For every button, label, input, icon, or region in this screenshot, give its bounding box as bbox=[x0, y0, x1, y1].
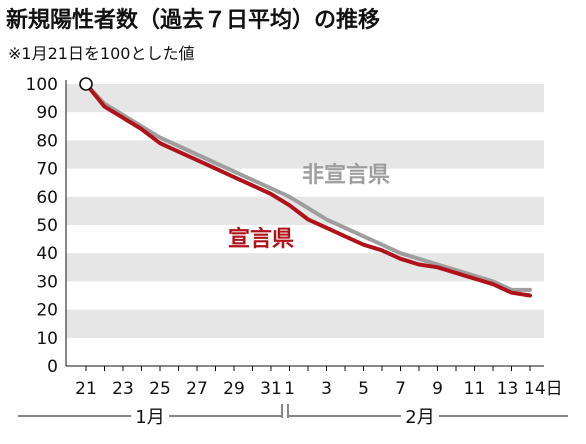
month-label-bg bbox=[401, 404, 439, 428]
grid-band bbox=[66, 196, 544, 225]
month-label: 2月 bbox=[405, 407, 434, 428]
x-tick-label: 23 bbox=[112, 379, 134, 399]
grid-bands bbox=[66, 84, 544, 338]
y-tick-label: 10 bbox=[36, 329, 58, 349]
x-tick-label: 27 bbox=[186, 379, 208, 399]
y-tick-label: 50 bbox=[36, 216, 58, 236]
start-marker bbox=[79, 77, 93, 91]
y-axis-ticks: 0 10 20 30 40 50 60 70 80 90 100 bbox=[26, 75, 58, 377]
y-tick-label: 20 bbox=[36, 301, 58, 321]
y-tick-label: 70 bbox=[36, 160, 58, 180]
grid-band bbox=[66, 84, 544, 113]
y-tick-label: 100 bbox=[26, 75, 58, 95]
x-tick-label: 1 bbox=[284, 379, 295, 399]
x-tick-label: 29 bbox=[223, 379, 245, 399]
x-tick-label: 13 bbox=[497, 379, 519, 399]
y-tick-label: 60 bbox=[36, 188, 58, 208]
axes bbox=[65, 80, 544, 367]
series-label: 宣言県 bbox=[228, 226, 294, 252]
x-tick-label: 7 bbox=[395, 379, 406, 399]
series-line bbox=[84, 82, 532, 298]
y-tick-label: 90 bbox=[36, 103, 58, 123]
y-tick-label: 80 bbox=[36, 131, 58, 151]
chart-subtitle: ※1月21日を100とした値 bbox=[8, 44, 195, 63]
chart-title: 新規陽性者数（過去７日平均）の推移 bbox=[6, 8, 381, 33]
x-tick-label: 31 bbox=[260, 379, 282, 399]
grid-band bbox=[66, 309, 544, 338]
grid-band bbox=[66, 140, 544, 169]
x-tick-label: 25 bbox=[149, 379, 171, 399]
series-line bbox=[84, 82, 532, 292]
x-tick-label: 11 bbox=[464, 379, 486, 399]
x-tick-label: 5 bbox=[358, 379, 369, 399]
series-lines bbox=[79, 77, 532, 298]
x-tick-label: 3 bbox=[321, 379, 332, 399]
y-tick-label: 0 bbox=[47, 357, 58, 377]
x-tick-label: 9 bbox=[432, 379, 443, 399]
x-tick-label: 14日 bbox=[524, 379, 563, 399]
month-label-bg bbox=[131, 404, 169, 428]
y-tick-label: 40 bbox=[36, 244, 58, 264]
series-label: 非宣言県 bbox=[302, 162, 390, 188]
month-label: 1月 bbox=[135, 407, 164, 428]
x-tick-label: 21 bbox=[75, 379, 97, 399]
x-axis-ticks: 21 23 25 27 29 31 1 3 5 7 9 11 13 14日 bbox=[75, 366, 563, 399]
month-brackets: 1月 2月 bbox=[18, 404, 568, 428]
y-tick-label: 30 bbox=[36, 272, 58, 292]
